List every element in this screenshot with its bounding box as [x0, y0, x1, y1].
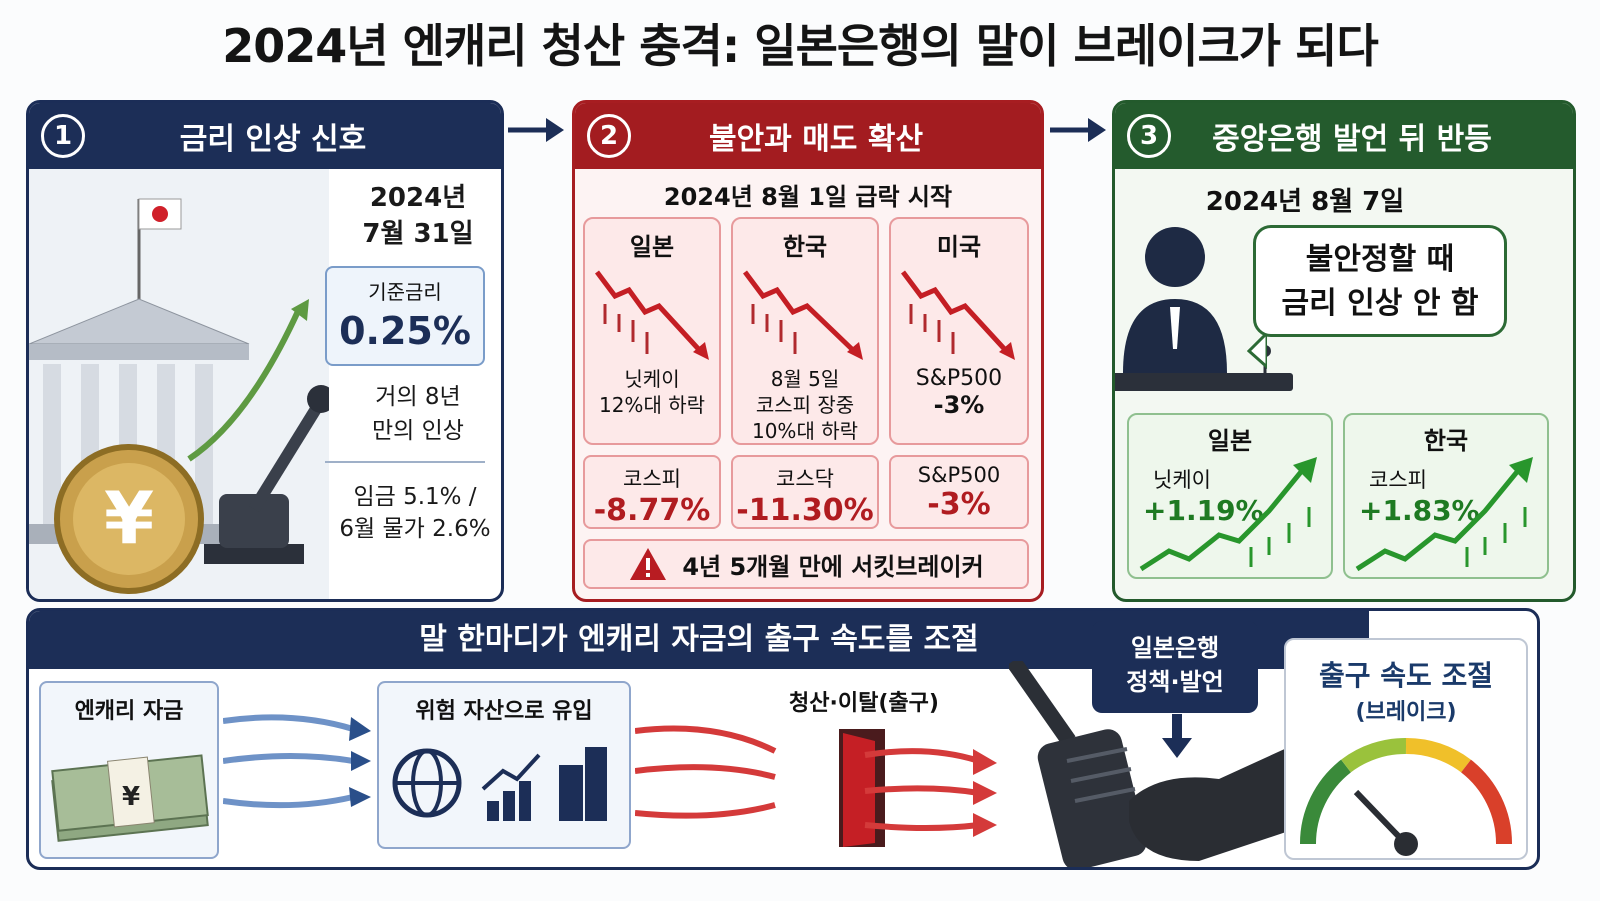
rebound-country: 한국 — [1423, 427, 1469, 455]
policy-line-1: 일본은행 — [1130, 634, 1220, 662]
circuit-breaker-banner: 4년 5개월 만에 서킷브레이커 — [583, 539, 1029, 589]
up-chart-icon — [1139, 457, 1317, 572]
rebound-card-japan: 일본 닛케이 +1.19% — [1127, 413, 1333, 579]
risk-assets-box: 위험 자산으로 유입 — [377, 681, 631, 849]
step-number: 2 — [587, 114, 631, 158]
brake-pedal-icon — [1009, 661, 1289, 867]
gauge-title: 출구 속도 조절 — [1318, 659, 1494, 692]
index-card: S&P500 -3% — [889, 455, 1029, 529]
rebound-card-korea: 한국 코스피 +1.83% — [1343, 413, 1549, 579]
panel-header: 1 금리 인상 신호 — [29, 103, 501, 169]
cash-stack-icon: ¥ — [51, 754, 209, 842]
market-card-korea: 한국 8월 5일 코스피 장중 10%대 하락 — [731, 217, 879, 445]
rebound-index: 코스피 — [1369, 468, 1427, 492]
panel-header: 3 중앙은행 발언 뒤 반등 — [1115, 103, 1573, 169]
market-desc-3: 10%대 하락 — [751, 419, 858, 443]
market-desc-2: 12%대 하락 — [598, 393, 705, 417]
speech-tail — [1246, 329, 1269, 375]
up-chart-icon — [1355, 457, 1533, 572]
market-desc-2: -3% — [933, 391, 985, 419]
warning-icon — [630, 548, 667, 580]
rebound-value: +1.83% — [1359, 494, 1480, 527]
market-desc-2: 코스피 장중 — [755, 393, 855, 417]
note-line-2: 만의 인상 — [372, 418, 464, 444]
down-chart-icon — [901, 270, 1015, 360]
market-desc-1: 닛케이 — [624, 367, 680, 391]
market-name: 한국 — [782, 233, 828, 261]
page-title: 2024년 엔캐리 청산 충격: 일본은행의 말이 브레이크가 되다 — [222, 19, 1379, 73]
crash-date: 2024년 8월 1일 급락 시작 — [663, 183, 953, 211]
panel-rebound: 3 중앙은행 발언 뒤 반등 2024년 8월 7일 불안정할 때 금리 인상 … — [1112, 100, 1576, 602]
index-name: S&P500 — [917, 463, 1001, 487]
arrow-down-icon — [1162, 714, 1192, 758]
bubble-line-2: 금리 인상 안 함 — [1281, 286, 1479, 321]
exit-door-icon — [839, 729, 997, 847]
rebound-country: 일본 — [1207, 427, 1253, 455]
panel-panic-selling: 2 불안과 매도 확산 2024년 8월 1일 급락 시작 일본 닛케이 12%… — [572, 100, 1044, 602]
divider — [325, 461, 485, 463]
rate-value: 0.25% — [339, 309, 471, 353]
index-value: -3% — [927, 487, 991, 522]
index-card: 코스닥 -11.30% — [731, 455, 879, 529]
boj-building-illustration: ¥ — [29, 169, 329, 599]
risk-assets-icons — [392, 747, 607, 821]
yen-icon: ¥ — [104, 476, 154, 560]
gauge-subtitle: (브레이크) — [1355, 700, 1457, 725]
panel-rate-hike-signal: 1 금리 인상 신호 ¥ 2024년 7월 31일 기준금리 0.25% 거의 … — [26, 100, 504, 602]
bubble-line-1: 불안정할 때 — [1305, 242, 1455, 277]
step-number: 3 — [1127, 114, 1171, 158]
speaker-silhouette-icon — [1115, 227, 1293, 391]
speed-gauge-icon — [1299, 737, 1513, 856]
panel-title: 중앙은행 발언 뒤 반등 — [1212, 122, 1492, 157]
index-name: 코스닥 — [776, 467, 834, 491]
index-value: -11.30% — [736, 493, 874, 528]
rebound-date: 2024년 8월 7일 — [1205, 187, 1405, 217]
market-name: 일본 — [629, 233, 675, 261]
speed-control-gauge-box: 출구 속도 조절 (브레이크) — [1284, 638, 1528, 860]
index-name: 코스피 — [623, 467, 681, 491]
market-desc-1: 8월 5일 — [770, 367, 840, 391]
panel-title: 금리 인상 신호 — [179, 122, 367, 157]
date-line-1: 2024년 — [369, 183, 467, 213]
rebound-index: 닛케이 — [1153, 468, 1211, 492]
market-name: 미국 — [936, 233, 982, 261]
date-line-2: 7월 31일 — [362, 219, 474, 249]
circuit-breaker-text: 4년 5개월 만에 서킷브레이커 — [682, 552, 984, 581]
policy-rate-box: 기준금리 0.25% — [325, 266, 485, 366]
arrow-right-icon — [506, 110, 566, 160]
risk-label: 위험 자산으로 유입 — [415, 699, 593, 724]
carry-label: 엔캐리 자금 — [74, 699, 184, 724]
market-desc-1: S&P500 — [915, 366, 1003, 391]
flow-arrows-red-icon — [635, 725, 777, 819]
boj-policy-box: 일본은행 정책·발언 — [1092, 621, 1258, 713]
panel-header: 2 불안과 매도 확산 — [575, 103, 1041, 169]
carry-money-box: 엔캐리 자금 ¥ — [39, 681, 219, 859]
index-card: 코스피 -8.77% — [583, 455, 721, 529]
market-card-usa: 미국 S&P500 -3% — [889, 217, 1029, 445]
policy-line-2: 정책·발언 — [1126, 668, 1224, 696]
down-chart-icon — [743, 270, 863, 360]
rebound-value: +1.19% — [1143, 494, 1264, 527]
down-chart-icon — [595, 270, 709, 360]
wage-line-2: 6월 물가 2.6% — [339, 516, 491, 542]
flow-arrows-blue-icon — [223, 714, 371, 809]
arrow-right-icon — [1048, 110, 1108, 160]
yen-icon: ¥ — [122, 782, 140, 812]
index-value: -8.77% — [593, 493, 711, 528]
speech-bubble: 불안정할 때 금리 인상 안 함 — [1253, 225, 1507, 337]
wage-line-1: 임금 5.1% / — [353, 484, 477, 510]
panel-title: 불안과 매도 확산 — [708, 122, 924, 157]
market-card-japan: 일본 닛케이 12%대 하락 — [583, 217, 721, 445]
rate-label: 기준금리 — [368, 280, 442, 304]
exit-label: 청산·이탈(출구) — [789, 691, 939, 716]
step-number: 1 — [41, 114, 85, 158]
note-line-1: 거의 8년 — [375, 384, 461, 410]
